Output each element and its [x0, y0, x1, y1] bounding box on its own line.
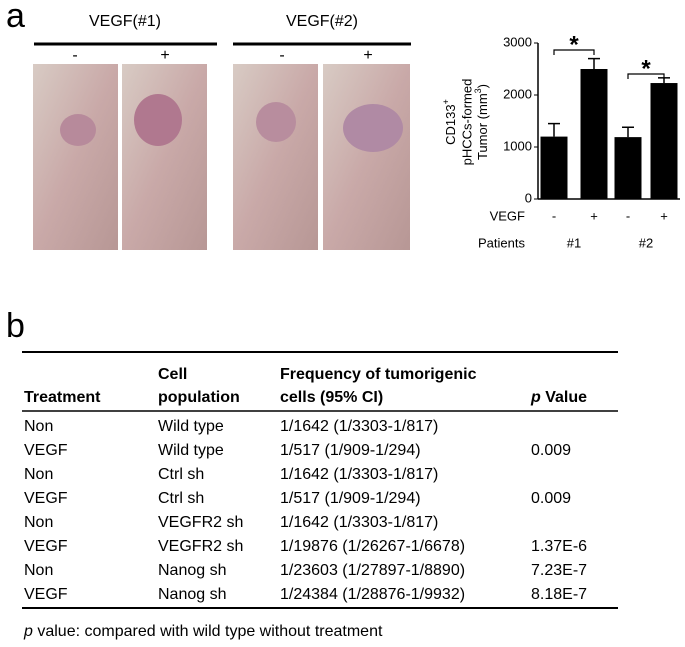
bar	[614, 137, 642, 199]
table-cell: 1/23603 (1/27897-1/8890)	[280, 562, 465, 579]
y-axis-label: CD133+	[441, 99, 458, 145]
italic-p: p	[23, 623, 33, 640]
bar	[580, 69, 608, 199]
table-cell: 8.18E-7	[531, 586, 587, 603]
significance-bracket	[627, 73, 665, 79]
significance-bracket	[553, 49, 595, 55]
bar	[650, 83, 678, 199]
x-axis-label: VEGF	[490, 208, 525, 223]
table-cell: 1/517 (1/909-1/294)	[280, 442, 421, 459]
x-tick-label: -	[552, 208, 556, 223]
significance-star: *	[641, 55, 651, 82]
group-label: #1	[567, 235, 581, 250]
table-cell: VEGF	[24, 586, 68, 603]
condition-label: +	[363, 47, 372, 64]
table-cell: Non	[24, 562, 53, 579]
table-cell: 1.37E-6	[531, 538, 587, 555]
panel-label: a	[6, 0, 25, 35]
group-header: VEGF(#1)	[89, 13, 161, 30]
bar	[540, 136, 568, 199]
table-cell: 1/1642 (1/3303-1/817)	[280, 418, 438, 435]
group-label: #2	[639, 235, 653, 250]
table-cell: Non	[24, 418, 53, 435]
x-tick-label: -	[626, 208, 630, 223]
y-tick-label: 1000	[503, 138, 532, 153]
y-tick-label: 3000	[503, 34, 532, 49]
table-cell: Wild type	[158, 442, 224, 459]
table-header: Cell	[158, 366, 187, 383]
table-header: cells (95% CI)	[280, 389, 383, 406]
table-cell: Nanog sh	[158, 586, 227, 603]
table-cell: VEGF	[24, 442, 68, 459]
table-cell: 0.009	[531, 490, 571, 507]
table-cell: Wild type	[158, 418, 224, 435]
x-tick-label: +	[590, 208, 598, 223]
footnote-text: value: compared with wild type without t…	[33, 623, 383, 640]
table-header: Frequency of tumorigenic	[280, 366, 477, 383]
y-tick-label: 0	[525, 190, 532, 205]
significance-star: *	[569, 31, 579, 58]
y-axis-label: Tumor (mm3)	[473, 84, 490, 160]
y-axis-label-sup: +	[441, 99, 451, 104]
table-cell: 1/1642 (1/3303-1/817)	[280, 514, 438, 531]
table-cell: 1/24384 (1/28876-1/9932)	[280, 586, 465, 603]
table-cell: Non	[24, 466, 53, 483]
table-cell: 0.009	[531, 442, 571, 459]
y-axis-label-sup: 3	[473, 88, 483, 93]
table-cell: VEGFR2 sh	[158, 538, 243, 555]
table-header: Treatment	[24, 389, 101, 406]
header-text: Value	[541, 389, 587, 406]
condition-label: -	[72, 47, 77, 64]
y-tick-label: 2000	[503, 86, 532, 101]
table-cell: Ctrl sh	[158, 466, 204, 483]
mouse-photos	[33, 64, 410, 250]
italic-p: p	[530, 389, 541, 406]
y-axis-label-part: CD133	[443, 104, 458, 144]
table-cell: Non	[24, 514, 53, 531]
table-cell: VEGF	[24, 538, 68, 555]
y-axis-label-part: )	[475, 84, 490, 88]
table-cell: 7.23E-7	[531, 562, 587, 579]
table-header: population	[158, 389, 240, 406]
footnote: p value: compared with wild type without…	[23, 623, 383, 640]
table-cell: VEGFR2 sh	[158, 514, 243, 531]
table-header: p Value	[530, 389, 587, 406]
y-axis-label: pHCCs-formed	[459, 79, 474, 166]
condition-label: +	[160, 47, 169, 64]
condition-label: -	[279, 47, 284, 64]
table-cell: Ctrl sh	[158, 490, 204, 507]
group-header: VEGF(#2)	[286, 13, 358, 30]
table-cell: 1/19876 (1/26267-1/6678)	[280, 538, 465, 555]
group-axis-label: Patients	[478, 235, 525, 250]
table-cell: Nanog sh	[158, 562, 227, 579]
table-cell: 1/1642 (1/3303-1/817)	[280, 466, 438, 483]
panel-label: b	[6, 307, 25, 345]
x-tick-label: +	[660, 208, 668, 223]
y-axis-label-part: Tumor (mm	[475, 93, 490, 160]
table-cell: 1/517 (1/909-1/294)	[280, 490, 421, 507]
table-cell: VEGF	[24, 490, 68, 507]
